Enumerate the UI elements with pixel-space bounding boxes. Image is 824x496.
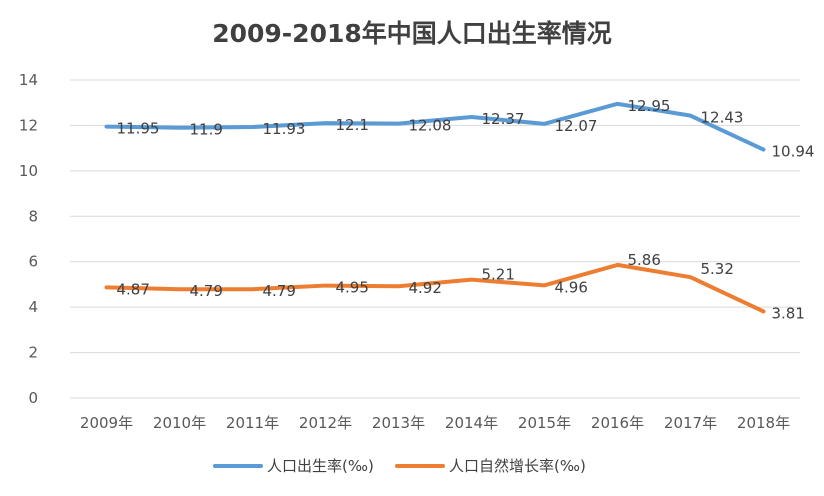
data-label: 12.95: [628, 97, 671, 115]
data-label: 5.21: [482, 266, 515, 284]
data-label: 11.95: [117, 120, 160, 138]
data-label: 12.07: [555, 117, 598, 135]
y-tick-label: 0: [28, 389, 38, 407]
chart-title: 2009-2018年中国人口出生率情况: [212, 19, 612, 48]
series-line: [104, 101, 766, 152]
y-tick-label: 14: [19, 71, 38, 89]
x-tick-label: 2014年: [445, 414, 498, 432]
legend-label: 人口出生率(‰): [267, 457, 374, 475]
y-tick-label: 6: [28, 253, 38, 271]
x-tick-label: 2017年: [664, 414, 717, 432]
x-tick-label: 2010年: [153, 414, 206, 432]
data-label: 11.93: [263, 120, 306, 138]
data-label: 4.87: [117, 280, 150, 298]
data-label: 4.96: [555, 278, 588, 296]
y-tick-label: 10: [19, 162, 38, 180]
data-label: 5.86: [628, 251, 661, 269]
data-label: 3.81: [772, 304, 805, 322]
data-label: 12.1: [336, 116, 369, 134]
x-tick-label: 2011年: [226, 414, 279, 432]
data-label: 4.79: [263, 282, 296, 300]
data-label: 5.32: [701, 260, 734, 278]
data-label: 12.08: [409, 117, 452, 135]
data-label: 12.43: [701, 109, 744, 127]
x-tick-label: 2018年: [737, 414, 790, 432]
y-tick-label: 4: [28, 298, 38, 316]
y-tick-label: 2: [28, 344, 38, 362]
data-label: 4.95: [336, 279, 369, 297]
data-label: 4.92: [409, 279, 442, 297]
x-tick-label: 2013年: [372, 414, 425, 432]
x-tick-label: 2009年: [80, 414, 133, 432]
y-tick-label: 12: [19, 116, 38, 134]
data-label: 4.79: [190, 282, 223, 300]
data-label: 10.94: [772, 143, 815, 161]
series-line: [104, 262, 766, 314]
y-tick-label: 8: [28, 207, 38, 225]
x-tick-label: 2016年: [591, 414, 644, 432]
data-label: 12.37: [482, 110, 525, 128]
x-tick-label: 2012年: [299, 414, 352, 432]
x-tick-label: 2015年: [518, 414, 571, 432]
data-label: 11.9: [190, 121, 223, 139]
legend-label: 人口自然增长率(‰): [449, 457, 586, 475]
